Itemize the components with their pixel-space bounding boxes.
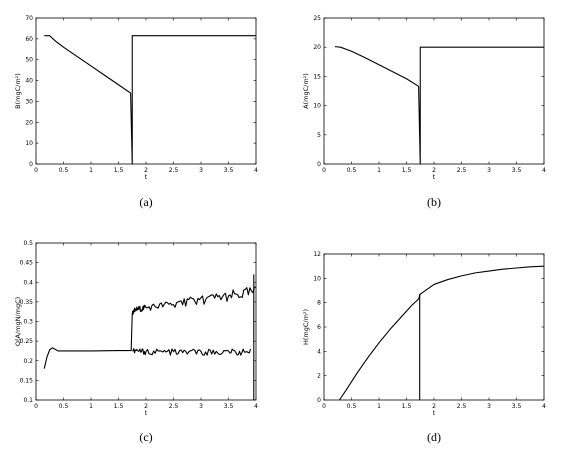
y-tick-label: 5 <box>317 132 321 139</box>
panel-caption: (a) <box>139 195 152 209</box>
y-tick-label: 0.25 <box>20 338 34 345</box>
x-tick-label: 2 <box>432 167 436 174</box>
y-tick-label: 0.3 <box>23 319 33 326</box>
panel-caption: (b) <box>427 195 441 209</box>
chart-c: 0 0.5 1 1.5 2 2.5 3 3.5 4 0.1 0.15 0.2 0.25 0.3 0.35 0.… <box>14 240 258 444</box>
y-axis-label: B(mgC/m²) <box>14 73 22 109</box>
plot-frame <box>35 242 257 401</box>
x-tick-label: 0.5 <box>347 167 357 174</box>
x-tick-label: 4 <box>542 403 546 410</box>
plot-frame <box>35 17 257 165</box>
series-line-b-0 <box>334 46 544 165</box>
x-tick-label: 2 <box>144 167 148 174</box>
y-tick-label: 0.4 <box>23 279 33 286</box>
y-tick-label: 4 <box>317 348 321 355</box>
series-line-d-0 <box>338 265 545 401</box>
y-tick-label: 25 <box>313 15 321 22</box>
series-line-a-0 <box>44 35 256 165</box>
y-tick-label: 0.35 <box>20 299 34 306</box>
chart-a: 0 0.5 1 1.5 2 2.5 3 3.5 4010203040506070tB(mgC/m… <box>14 15 258 209</box>
y-tick-label: 40 <box>25 78 33 85</box>
panel-caption: (c) <box>139 430 152 444</box>
y-axis-label: A(mgC/m²) <box>302 73 310 109</box>
x-tick-label: 1.5 <box>114 403 124 410</box>
y-tick-label: 6 <box>317 324 321 331</box>
x-tick-label: 1.5 <box>402 167 412 174</box>
y-tick-label: 0 <box>29 161 33 168</box>
y-tick-label: 12 <box>313 251 321 258</box>
y-axis-label: Q(A/mgN/mgC) <box>14 297 22 346</box>
x-tick-label: 3.5 <box>512 167 522 174</box>
x-tick-label: 2.5 <box>457 403 467 410</box>
y-tick-label: 0 <box>317 161 321 168</box>
series-line-c-0 <box>43 286 257 369</box>
x-axis-label: t <box>433 173 436 181</box>
chart-d: 0 0.5 1 1.5 2 2.5 3 3.5 4 0 2 4 6 8 10 12 t H(mgC/m²) (d) <box>302 251 546 444</box>
x-tick-label: 3 <box>487 403 491 410</box>
x-tick-label: 0 <box>34 403 38 410</box>
y-tick-label: 60 <box>25 36 33 43</box>
y-tick-label: 20 <box>313 44 321 51</box>
panel-caption: (d) <box>427 430 441 444</box>
x-tick-label: 2 <box>144 403 148 410</box>
x-tick-label: 3.5 <box>224 403 234 410</box>
x-tick-label: 3.5 <box>224 167 234 174</box>
y-tick-label: 10 <box>313 103 321 110</box>
x-tick-label: 1 <box>89 167 93 174</box>
y-tick-label: 0.15 <box>20 377 34 384</box>
y-tick-label: 2 <box>317 373 321 380</box>
x-tick-label: 1 <box>89 403 93 410</box>
y-tick-label: 20 <box>25 119 33 126</box>
x-tick-label: 3 <box>199 167 203 174</box>
x-tick-label: 3.5 <box>512 403 522 410</box>
x-tick-label: 2.5 <box>457 167 467 174</box>
x-tick-label: 1 <box>377 167 381 174</box>
y-tick-label: 0.2 <box>23 358 33 365</box>
x-tick-label: 0 <box>322 167 326 174</box>
y-tick-label: 70 <box>25 15 33 22</box>
y-tick-label: 30 <box>25 98 33 105</box>
x-tick-label: 3 <box>199 403 203 410</box>
y-tick-label: 0.5 <box>23 240 33 247</box>
x-tick-label: 2.5 <box>169 167 179 174</box>
x-tick-label: 0.5 <box>59 167 69 174</box>
x-axis-label: t <box>145 173 148 181</box>
x-tick-label: 4 <box>254 403 258 410</box>
plot-frame <box>323 17 545 165</box>
y-axis-label: H(mgC/m²) <box>302 309 310 345</box>
y-tick-label: 8 <box>317 300 321 307</box>
x-tick-label: 0 <box>34 167 38 174</box>
x-tick-label: 2.5 <box>169 403 179 410</box>
y-tick-label: 0.45 <box>20 260 34 267</box>
y-tick-label: 15 <box>313 73 321 80</box>
series-line-c-1 <box>132 348 252 356</box>
y-tick-label: 10 <box>313 275 321 282</box>
chart-b: 0 0.5 1 1.5 2 2.5 3 3.5 4 0 5 10 15 20 25 t A(mgC/m²) (b) <box>302 15 546 209</box>
x-tick-label: 0.5 <box>347 403 357 410</box>
x-tick-label: 0 <box>322 403 326 410</box>
x-tick-label: 4 <box>254 167 258 174</box>
y-tick-label: 0.1 <box>23 397 33 404</box>
x-axis-label: t <box>433 409 436 417</box>
y-tick-label: 0 <box>317 397 321 404</box>
x-tick-label: 1 <box>377 403 381 410</box>
x-tick-label: 0.5 <box>59 403 69 410</box>
x-axis-label: t <box>145 409 148 417</box>
x-tick-label: 2 <box>432 403 436 410</box>
plot-frame <box>323 253 545 401</box>
y-tick-label: 10 <box>25 140 33 147</box>
x-tick-label: 3 <box>487 167 491 174</box>
x-tick-label: 1.5 <box>114 167 124 174</box>
x-tick-label: 1.5 <box>402 403 412 410</box>
x-tick-label: 4 <box>542 167 546 174</box>
y-tick-label: 50 <box>25 57 33 64</box>
